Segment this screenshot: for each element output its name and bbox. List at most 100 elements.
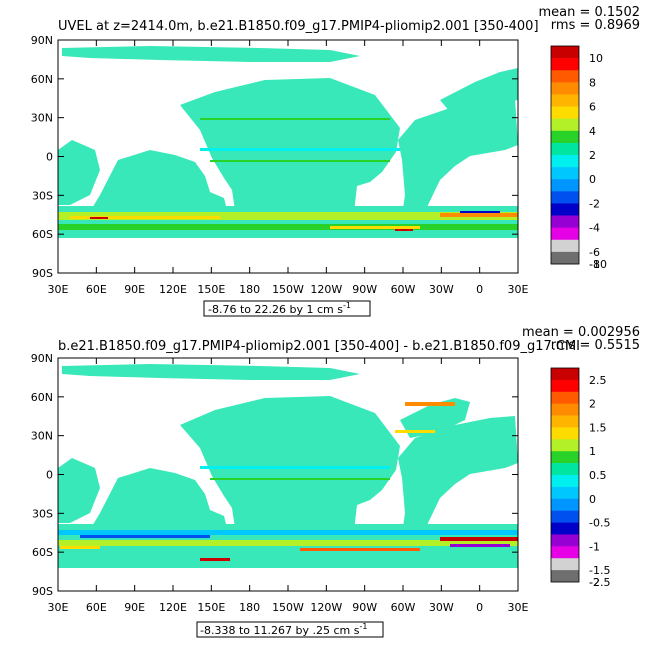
panel-2-colorbar-swatch-7 xyxy=(551,451,579,464)
panel-1-acc-streak-5 xyxy=(395,229,413,231)
panel-2-range-label: -8.338 to 11.267 by .25 cm s-1 xyxy=(200,622,367,637)
panel-2-colorbar-label-4: 0.5 xyxy=(589,469,607,482)
panel-2-xtick-label-0: 30E xyxy=(48,601,69,614)
panel-1-colorbar-label-5: 0 xyxy=(589,173,596,186)
panel-2-xtick-label-6: 150W xyxy=(272,601,304,614)
panel-1-colorbar-swatch-3 xyxy=(551,82,579,95)
panel-1-equatorial-stripe-1 xyxy=(200,148,400,151)
panel-1-ytick-label-2: 30N xyxy=(31,112,53,125)
panel-1-colorbar-swatch-0 xyxy=(551,46,579,59)
panel-2-colorbar-swatch-16 xyxy=(551,558,579,571)
panel-1-xtick-label-8: 90W xyxy=(352,283,377,296)
panel-2-acc-streak-2 xyxy=(300,548,420,551)
panel-2-acc-streak-1 xyxy=(80,535,210,538)
panel-2-colorbar-swatch-2 xyxy=(551,391,579,404)
panel-2: b.e21.B1850.f09_g17.PMIP4-pliomip2.001 [… xyxy=(31,325,640,638)
panel-1-colorbar-label-10: -10 xyxy=(589,258,607,271)
panel-2-colorbar-label-9: -2 xyxy=(589,576,600,589)
panel-1-ytick-label-1: 60N xyxy=(31,73,53,86)
panel-2-y-axis: 90N 60N 30N 0 30S 60S 90S xyxy=(31,352,518,598)
panel-2-colorbar-swatch-9 xyxy=(551,475,579,488)
panel-1-colorbar-swatch-16 xyxy=(551,239,579,253)
panel-1-rms: rms = 0.8969 xyxy=(551,18,640,33)
panel-2-ocean-west-edge xyxy=(58,458,100,523)
panel-1-colorbar-swatch-12 xyxy=(551,191,579,204)
panel-2-colorbar-swatch-1 xyxy=(551,379,579,393)
panel-2-colorbar-swatch-0 xyxy=(551,368,579,381)
panel-1-colorbar-swatch-7 xyxy=(551,130,579,144)
panel-2-colorbar-swatch-15 xyxy=(551,546,579,559)
panel-1-xtick-label-12: 30E xyxy=(508,283,529,296)
panel-1-xtick-label-5: 180 xyxy=(239,283,260,296)
panel-1-xtick-label-9: 60W xyxy=(391,283,416,296)
panel-1-ocean-atlantic xyxy=(398,98,518,232)
panel-1-ocean-west-edge xyxy=(58,140,100,205)
panel-2-range-frame xyxy=(196,621,384,638)
panel-2-range-box: -8.338 to 11.267 by .25 cm s-1 xyxy=(196,621,384,638)
panel-2-colorbar-label-0: 2.5 xyxy=(589,374,607,387)
panel-1-ytick-label-4: 30S xyxy=(32,189,53,202)
panel-2-x-axis: 30E 60E 90E 120E 150E 180 150W 120W 90W 60W 30W 0 30… xyxy=(48,358,529,614)
panel-1-acc-streak-6 xyxy=(460,211,500,213)
panel-2-acc-streak-4 xyxy=(60,546,100,549)
panel-1-colorbar-swatch-4 xyxy=(551,94,579,107)
panel-2-xtick-label-1: 60E xyxy=(86,601,107,614)
panel-1-ocean-north-atlantic xyxy=(440,68,518,112)
panel-1-colorbar-label-2: 6 xyxy=(589,101,596,114)
panel-1-ytick-label-6: 90S xyxy=(32,267,53,280)
panel-2-xtick-label-2: 90E xyxy=(124,601,145,614)
panel-2-ytick-label-1: 60N xyxy=(31,391,53,404)
panel-1-map xyxy=(57,39,519,274)
panel-1-southern-ocean xyxy=(58,206,518,238)
panel-2-colorbar-label-7: -1 xyxy=(589,540,600,553)
panel-2-colorbar-swatch-10 xyxy=(551,486,579,500)
panel-2-colorbar-swatch-5 xyxy=(551,427,579,440)
panel-1-colorbar-swatch-9 xyxy=(551,155,579,168)
panel-1-xtick-label-7: 120W xyxy=(310,283,342,296)
panel-2-rms: rms = 0.5515 xyxy=(551,338,640,353)
panel-1-x-axis: 30E 60E 90E 120E 150E 180 150W 120W 90W 60W 30W 0 30… xyxy=(48,40,529,296)
panel-2-xtick-label-5: 180 xyxy=(239,601,260,614)
panel-2-colorbar-swatch-8 xyxy=(551,463,579,476)
panel-1-y-axis: 90N 60N 30N 0 30S 60S 90S xyxy=(31,34,518,280)
panel-1-colorbar-swatch-13 xyxy=(551,203,579,216)
panel-2-xtick-label-9: 60W xyxy=(391,601,416,614)
panel-1-range-frame xyxy=(203,300,371,317)
panel-2-colorbar-label-3: 1 xyxy=(589,445,596,458)
panel-2-colorbar-swatch-14 xyxy=(551,534,579,547)
panel-2-ytick-label-4: 30S xyxy=(32,507,53,520)
panel-2-ocean-north-atlantic xyxy=(400,398,470,438)
panel-2-acc-streak-6 xyxy=(450,544,510,547)
panel-2-ytick-label-6: 90S xyxy=(32,585,53,598)
panel-2-colorbar-label-10: -2.5 xyxy=(589,576,610,589)
panel-1-ocean-arctic xyxy=(62,46,360,62)
panel-1: UVEL at z=2414.0m, b.e21.B1850.f09_g17.P… xyxy=(31,5,640,317)
panel-2-xtick-label-3: 120E xyxy=(159,601,187,614)
panel-2-mean: mean = 0.002956 xyxy=(522,325,640,340)
panel-1-colorbar-label-6: -2 xyxy=(589,197,600,210)
panel-1-colorbar-swatch-5 xyxy=(551,106,579,119)
panel-2-acc-band-a xyxy=(58,530,518,535)
panel-1-acc-streak-3 xyxy=(440,213,518,217)
panel-2-equatorial-stripe-1 xyxy=(200,466,390,469)
panel-2-acc-band-b xyxy=(58,540,518,546)
panel-1-colorbar-swatch-17 xyxy=(551,251,579,265)
panel-1-colorbar-swatch-1 xyxy=(551,58,579,71)
panel-2-xtick-label-4: 150E xyxy=(197,601,225,614)
panel-1-xtick-label-2: 90E xyxy=(124,283,145,296)
panel-2-ocean-atlantic xyxy=(398,416,518,550)
panel-1-ocean-pacific xyxy=(180,78,400,230)
panel-2-xtick-label-7: 120W xyxy=(310,601,342,614)
panel-1-equatorial-stripe-2 xyxy=(210,160,390,162)
panel-2-colorbar-label-1: 2 xyxy=(589,398,596,411)
panel-1-xtick-label-1: 60E xyxy=(86,283,107,296)
panel-2-equatorial-stripe-2 xyxy=(210,478,390,480)
panel-2-acc-streak-3 xyxy=(440,537,518,541)
panel-2-colorbar-swatch-12 xyxy=(551,510,579,523)
panel-1-colorbar-swatch-15 xyxy=(551,227,579,241)
panel-2-title: b.e21.B1850.f09_g17.PMIP4-pliomip2.001 [… xyxy=(58,339,580,354)
panel-1-acc-streak-4 xyxy=(90,217,108,219)
panel-1-title: UVEL at z=2414.0m, b.e21.B1850.f09_g17.P… xyxy=(58,19,539,34)
panel-2-xtick-label-10: 30W xyxy=(429,601,454,614)
